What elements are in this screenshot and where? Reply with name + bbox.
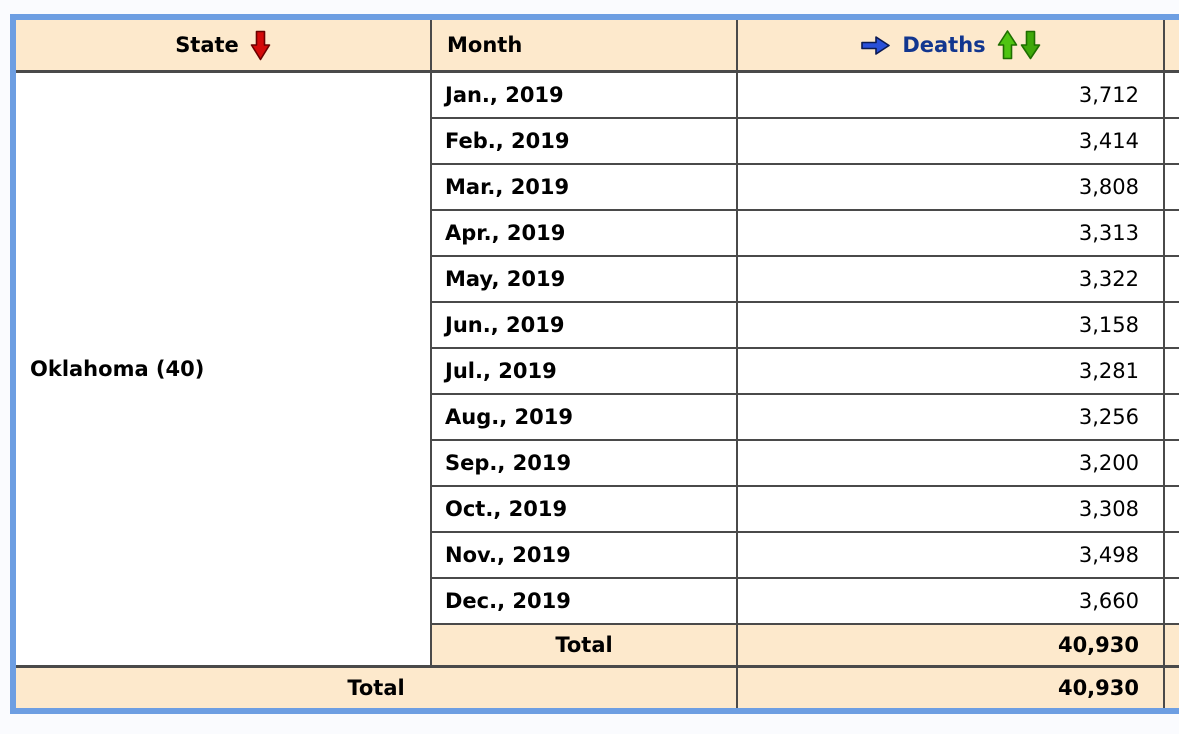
- state-total-deaths: 40,930: [737, 624, 1165, 668]
- deaths-cell: 3,158: [737, 302, 1165, 349]
- state-column-label: State: [175, 33, 239, 57]
- extra-cell: [1164, 666, 1179, 708]
- column-header-extra: [1164, 20, 1179, 73]
- column-header-deaths: Deaths: [737, 20, 1165, 73]
- extra-cell: [1164, 118, 1179, 165]
- extra-cell: [1164, 164, 1179, 211]
- extra-cell: [1164, 624, 1179, 668]
- extra-cell: [1164, 210, 1179, 257]
- table-row: Feb., 2019 3,414: [16, 118, 1179, 165]
- deaths-cell: 3,200: [737, 440, 1165, 487]
- deaths-cell: 3,313: [737, 210, 1165, 257]
- table-row: Oct., 2019 3,308: [16, 486, 1179, 533]
- grand-total-row: Total 40,930: [16, 666, 1179, 708]
- table-row: Jul., 2019 3,281: [16, 348, 1179, 395]
- deaths-cell: 3,414: [737, 118, 1165, 165]
- month-cell: Jan., 2019: [431, 71, 738, 119]
- measure-pointer-icon: [861, 35, 891, 55]
- column-header-month: Month: [431, 20, 738, 73]
- table-row: Dec., 2019 3,660: [16, 578, 1179, 625]
- state-total-row: Total 40,930: [16, 624, 1179, 668]
- state-sort-descending-icon[interactable]: [250, 30, 271, 61]
- month-cell: Mar., 2019: [431, 164, 738, 211]
- month-cell: Apr., 2019: [431, 210, 738, 257]
- extra-cell: [1164, 440, 1179, 487]
- results-table-frame: State Month: [10, 14, 1179, 714]
- extra-cell: [1164, 486, 1179, 533]
- extra-cell: [1164, 256, 1179, 303]
- extra-cell: [1164, 302, 1179, 349]
- deaths-sort-ascending-icon[interactable]: [997, 30, 1018, 60]
- deaths-cell: 3,322: [737, 256, 1165, 303]
- month-cell: May, 2019: [431, 256, 738, 303]
- table-row: Sep., 2019 3,200: [16, 440, 1179, 487]
- month-cell: Sep., 2019: [431, 440, 738, 487]
- deaths-cell: 3,660: [737, 578, 1165, 625]
- table-row: Nov., 2019 3,498: [16, 532, 1179, 579]
- extra-cell: [1164, 348, 1179, 395]
- table-row: Jun., 2019 3,158: [16, 302, 1179, 349]
- deaths-cell: 3,712: [737, 71, 1165, 119]
- deaths-cell: 3,308: [737, 486, 1165, 533]
- extra-cell: [1164, 394, 1179, 441]
- table-row: May, 2019 3,322: [16, 256, 1179, 303]
- grand-total-deaths: 40,930: [737, 666, 1165, 708]
- extra-cell: [1164, 71, 1179, 119]
- deaths-by-month-table: State Month: [16, 20, 1179, 708]
- table-row: Apr., 2019 3,313: [16, 210, 1179, 257]
- state-cell: Oklahoma (40): [16, 71, 432, 668]
- month-cell: Aug., 2019: [431, 394, 738, 441]
- month-cell: Feb., 2019: [431, 118, 738, 165]
- deaths-column-label: Deaths: [902, 33, 986, 57]
- extra-cell: [1164, 578, 1179, 625]
- header-row: State Month: [16, 20, 1179, 73]
- deaths-sort-descending-icon[interactable]: [1020, 30, 1041, 60]
- month-cell: Oct., 2019: [431, 486, 738, 533]
- table-row: Mar., 2019 3,808: [16, 164, 1179, 211]
- table-row: Aug., 2019 3,256: [16, 394, 1179, 441]
- deaths-cell: 3,808: [737, 164, 1165, 211]
- month-column-label: Month: [447, 33, 523, 57]
- extra-cell: [1164, 532, 1179, 579]
- deaths-cell: 3,281: [737, 348, 1165, 395]
- state-total-label: Total: [431, 624, 738, 668]
- grand-total-label: Total: [16, 666, 738, 708]
- deaths-cell: 3,498: [737, 532, 1165, 579]
- month-cell: Jul., 2019: [431, 348, 738, 395]
- month-cell: Jun., 2019: [431, 302, 738, 349]
- table-row: Oklahoma (40) Jan., 2019 3,712: [16, 71, 1179, 668]
- month-cell: Nov., 2019: [431, 532, 738, 579]
- column-header-state: State: [16, 20, 432, 73]
- month-cell: Dec., 2019: [431, 578, 738, 625]
- deaths-cell: 3,256: [737, 394, 1165, 441]
